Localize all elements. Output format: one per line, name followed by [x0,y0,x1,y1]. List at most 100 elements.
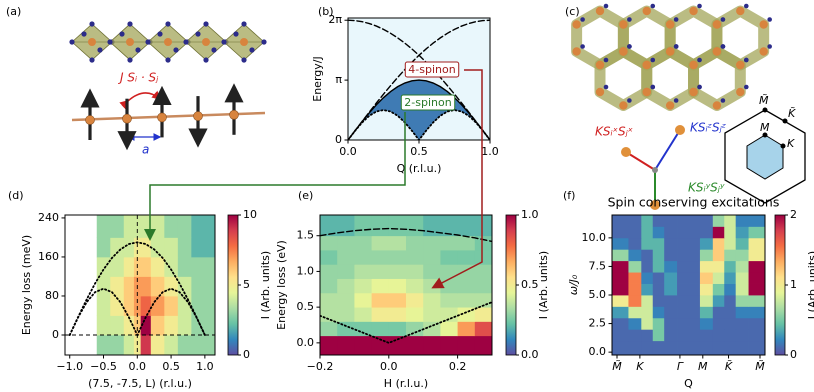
heatmap-cell [652,215,665,227]
heatmap-cell [677,306,689,319]
oxygen [165,21,171,27]
copper [689,6,698,16]
heatmap-cell [123,237,135,258]
heatmap-cell [320,335,338,355]
kitaev-z: KSᵢᶻSⱼᶻ [690,121,726,135]
heatmap-cell [110,295,125,316]
oxygen [261,39,267,45]
heatmap-cell [110,237,125,258]
heatmap-cell [688,215,701,227]
heatmap-cell [177,335,192,355]
spins [80,83,244,151]
heatmap-cell [457,335,476,355]
heatmap-cell [474,250,492,265]
heatmap-cell [612,329,629,342]
heatmap-cell [150,315,165,336]
heatmap-cell [748,306,765,319]
oxygen [650,3,656,9]
heatmap-cell [748,237,765,250]
line [320,227,492,243]
oxygen [650,84,656,90]
heatmap-cell [371,250,390,265]
heatmap-cell [677,260,689,273]
heatmap-cell [164,215,179,238]
heatmap-cell [388,264,407,279]
y-axis-label: Energy/J [311,56,324,101]
heatmap-cell [748,215,765,227]
y-axis-label: ω/J₀ [567,274,580,295]
annotation-box [404,61,460,78]
bond-motif [621,125,685,210]
x-tick-label: M̃ [612,360,622,373]
heatmap-cell [96,295,111,316]
y-tick-label: 2.5 [589,317,607,330]
heatmap-cell [724,295,737,307]
plot-area [65,215,215,355]
heatmap-cell [140,256,152,277]
heatmap-cell [712,295,725,307]
colorbar-tick-label: 0.0 [521,348,539,361]
oxygen [650,57,656,63]
oxygen [743,57,749,63]
heatmap-cell [423,250,441,265]
heatmap-cell [677,340,689,355]
heatmap-cell [641,226,654,239]
heatmap-cell [652,306,665,319]
heatmap-cell [133,295,142,316]
oxygen [183,39,189,45]
annotations: 4-spinon 2-spinon [400,61,460,111]
heatmap-cell [748,272,765,284]
copper [665,47,675,56]
heatmap-cell [423,278,441,294]
heatmap-cell [133,335,142,355]
heatmap-cell [677,249,689,262]
heatmap-cell [440,321,458,337]
heatmap-cell [641,340,654,355]
atom [193,111,203,121]
heatmap-cell [164,315,179,336]
heatmap-cell [712,317,725,330]
oxygen [203,57,209,63]
heatmap-cell [628,306,642,319]
heatmap-cell [320,235,338,251]
heatmap-cell [688,272,701,284]
heatmap-cell [628,317,642,330]
heatmap-cell [406,335,424,355]
oxygen [211,47,217,53]
copper [619,47,628,56]
heatmap-cell [688,340,701,355]
copper [689,87,698,97]
heatmap-cell [735,260,749,273]
y-tick-label: 7.5 [589,259,607,272]
chart: 0 1 2 I (Arb. units) M̃ K Γ M K̃ M̃ 0.0 2.5 5.0 7.5 10… [563,189,814,390]
heatmap-cell [440,335,458,355]
heatmap-cell [320,321,338,337]
bz-point: K̃ [788,107,796,120]
heatmap-cell [664,237,678,250]
heatmap-cell [177,215,192,238]
heatmap-cell [110,215,125,238]
heatmap-cell [699,237,714,250]
heatmap-cell [612,226,629,239]
panel-label: (e) [298,189,313,202]
oxygen [720,44,726,49]
y-tick-label: 1.0 [297,264,315,277]
heatmap-cell [177,276,192,297]
x-tick-label: Γ [677,360,684,373]
heatmap-cell [628,215,642,227]
octahedra-chain [69,21,267,63]
copper [595,6,605,16]
bz-point: K [787,137,795,150]
x-axis-label: (7.5, -7.5, L) (r.l.u.) [88,377,192,390]
oxygen [145,39,151,45]
heatmap-cell [724,260,737,273]
oxygen [165,57,171,63]
oxygen [627,17,632,22]
heatmap-cell [628,283,642,296]
heatmap-cell [712,249,725,262]
copper [642,6,651,16]
heatmap-cell [96,315,111,336]
heatmap-cell [652,329,665,342]
oxygen [127,57,133,63]
heatmap-cell [191,215,215,238]
